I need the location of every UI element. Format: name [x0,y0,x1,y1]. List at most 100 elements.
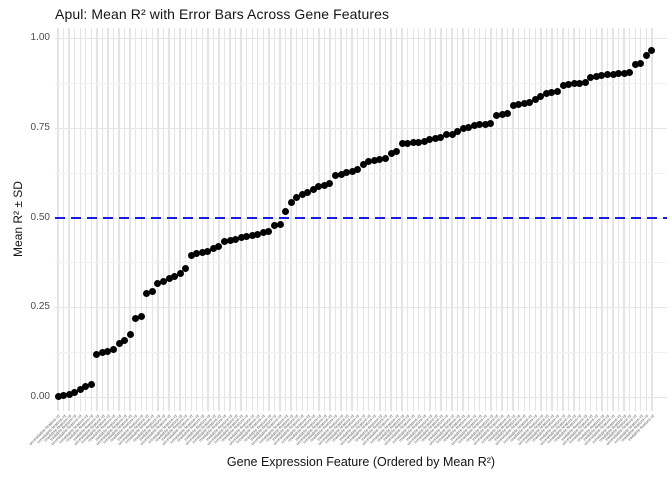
x-tick-label: readable-feature-id [309,413,339,443]
x-gridline [246,28,248,411]
data-point [326,179,334,187]
x-tick-label: unreadable-feature-id [294,413,328,447]
x-tick-label: eadable-feature-id [360,413,389,442]
x-gridline [512,28,514,411]
x-tick-label: nreadable-feature-id [612,413,644,445]
reference-line-0p5 [55,217,667,219]
x-tick-label: nreadable-feature-id [213,413,244,445]
x-tick-label: eadable-feature-id [71,413,100,442]
x-tick-label: eadable-feature-id [471,413,500,442]
data-point [98,348,106,356]
x-gridline [412,28,414,411]
x-tick-label: readable-feature-id [42,413,72,443]
x-tick-label: eadable-feature-id [204,413,233,442]
data-point [54,392,62,400]
x-gridline [429,28,431,411]
x-gridline [473,28,475,411]
x-gridline [434,28,437,411]
x-tick-label: unreadable-feature-id [538,413,572,447]
x-gridline [196,28,198,411]
x-tick-label: eadable-feature-id [515,413,544,442]
x-gridline [368,28,370,411]
x-tick-label: readable-feature-id [65,413,95,443]
x-gridline [617,28,620,411]
data-point [381,155,389,163]
y-tick-label: 0.50 [30,211,50,223]
x-tick-label: readable-feature-id [442,413,472,443]
y-gridline-major [55,307,667,309]
x-tick-label: nreadable-feature-id [390,413,422,445]
x-gridline [567,28,570,411]
x-tick-label: eadable-feature-id [626,413,655,442]
x-gridline [595,28,598,411]
x-gridline [262,28,265,411]
x-tick-label: unreadable-feature-id [72,413,106,447]
x-gridline [362,28,364,411]
x-tick-label: readable-feature-id [597,413,627,443]
x-tick-label: unreadable-feature-id [183,413,217,447]
data-point [259,229,267,237]
x-tick-label: unreadable-feature-id [516,413,550,447]
data-point [215,243,223,251]
x-gridline [279,28,281,411]
x-tick-label: eadable-feature-id [426,413,455,442]
x-gridline [545,28,548,411]
data-point [554,88,561,96]
data-point [387,150,395,158]
y-gridline-major [55,127,667,129]
x-gridline [340,28,342,411]
x-gridline [456,28,459,411]
data-point [454,128,462,136]
x-tick-label: nreadable-feature-id [435,413,466,445]
x-tick-label: readable-feature-id [420,413,450,443]
x-tick-label: readable-feature-id [553,413,583,443]
x-gridline [351,28,353,411]
x-tick-label: nreadable-feature-id [524,413,555,445]
data-point [492,112,500,120]
data-point [642,52,650,60]
data-point [343,169,351,177]
x-tick-label: nreadable-feature-id [568,413,600,445]
data-point [609,71,617,79]
data-point [270,221,278,229]
x-gridline [101,28,104,411]
data-point [221,238,228,246]
data-point [509,101,517,109]
x-gridline [418,28,420,411]
x-gridline [146,28,148,411]
x-gridline [284,28,287,411]
x-gridline [406,28,409,411]
data-point [576,80,584,88]
data-point [515,100,523,108]
x-gridline [62,28,65,411]
data-point [348,168,356,176]
x-gridline [257,28,259,411]
x-tick-label: nreadable-feature-id [257,413,289,445]
data-point [443,131,450,139]
data-point [232,235,240,243]
x-tick-label: unreadable-feature-id [405,413,439,447]
x-tick-label: unreadable-feature-id [472,413,505,447]
data-point [620,70,628,78]
x-gridline [273,28,276,411]
x-tick-label: readable-feature-id [486,413,516,443]
x-tick-label: nreadable-feature-id [279,413,311,445]
data-point [376,156,384,164]
x-tick-label: unreadable-feature-id [450,413,483,447]
x-gridline [628,28,631,411]
x-tick-label: unreadable-feature-id [361,413,394,447]
data-point [282,208,290,216]
data-point [448,130,456,138]
x-gridline [573,28,575,411]
x-gridline [523,28,525,411]
data-point [542,90,550,98]
x-tick-label: readable-feature-id [575,413,605,443]
data-point [171,273,179,281]
x-tick-label: nreadable-feature-id [235,413,267,445]
x-tick-label: readable-feature-id [398,413,428,443]
data-point [287,198,295,206]
x-gridline [307,28,309,411]
data-point [354,166,362,174]
x-tick-label: readable-feature-id [264,413,294,443]
x-gridline [123,28,126,411]
